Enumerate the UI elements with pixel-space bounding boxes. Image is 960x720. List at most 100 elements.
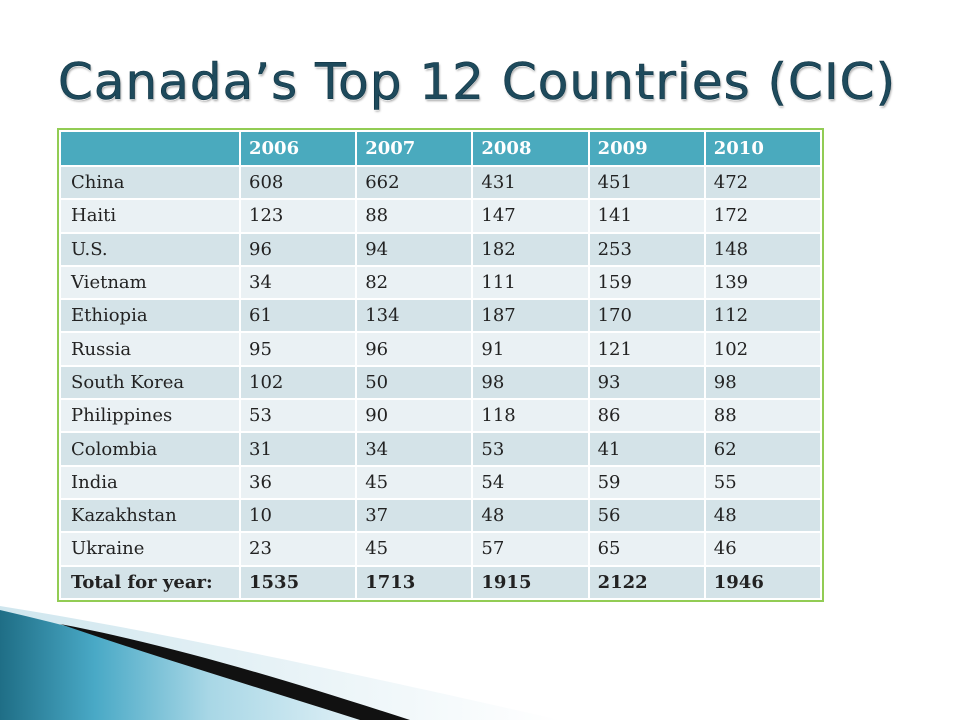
value-cell: 61 xyxy=(238,298,358,334)
country-cell: Haiti xyxy=(59,198,241,234)
value-cell: 41 xyxy=(587,431,706,467)
value-cell: 102 xyxy=(703,331,823,367)
table-row: Kazakhstan 10 37 48 56 48 xyxy=(59,497,823,534)
value-cell: 95 xyxy=(238,331,358,367)
value-cell: 170 xyxy=(587,298,706,334)
slide-title: Canada’s Top 12 Countries (CIC) xyxy=(58,53,897,112)
value-cell: 62 xyxy=(703,431,823,467)
immigration-table: 2006 2007 2008 2009 2010 China 608 662 4… xyxy=(59,130,823,601)
country-cell: Ukraine xyxy=(59,531,241,567)
value-cell: 88 xyxy=(703,398,823,434)
header-year: 2008 xyxy=(471,130,590,167)
value-cell: 253 xyxy=(587,231,706,267)
country-cell: Colombia xyxy=(59,431,241,467)
value-cell: 31 xyxy=(238,431,358,467)
value-cell: 121 xyxy=(587,331,706,367)
table-row: India 36 45 54 59 55 xyxy=(59,464,823,500)
total-value: 1535 xyxy=(238,564,358,601)
value-cell: 91 xyxy=(471,331,590,367)
decorative-swoosh xyxy=(0,606,560,720)
value-cell: 45 xyxy=(355,531,474,567)
table-row: Haiti 123 88 147 141 172 xyxy=(59,198,823,234)
country-cell: Kazakhstan xyxy=(59,497,241,534)
value-cell: 23 xyxy=(238,531,358,567)
value-cell: 172 xyxy=(703,198,823,234)
country-cell: South Korea xyxy=(59,364,241,401)
value-cell: 111 xyxy=(471,264,590,301)
header-corner xyxy=(59,130,241,167)
value-cell: 88 xyxy=(355,198,474,234)
value-cell: 48 xyxy=(703,497,823,534)
value-cell: 139 xyxy=(703,264,823,301)
value-cell: 48 xyxy=(471,497,590,534)
country-cell: Ethiopia xyxy=(59,298,241,334)
value-cell: 34 xyxy=(355,431,474,467)
value-cell: 608 xyxy=(238,164,358,201)
table-row: South Korea 102 50 98 93 98 xyxy=(59,364,823,401)
value-cell: 90 xyxy=(355,398,474,434)
table-row: Ethiopia 61 134 187 170 112 xyxy=(59,298,823,334)
value-cell: 53 xyxy=(238,398,358,434)
value-cell: 54 xyxy=(471,464,590,500)
value-cell: 187 xyxy=(471,298,590,334)
value-cell: 93 xyxy=(587,364,706,401)
table-row: Colombia 31 34 53 41 62 xyxy=(59,431,823,467)
value-cell: 53 xyxy=(471,431,590,467)
total-value: 1915 xyxy=(471,564,590,601)
value-cell: 472 xyxy=(703,164,823,201)
value-cell: 451 xyxy=(587,164,706,201)
value-cell: 123 xyxy=(238,198,358,234)
value-cell: 182 xyxy=(471,231,590,267)
value-cell: 86 xyxy=(587,398,706,434)
country-cell: India xyxy=(59,464,241,500)
value-cell: 98 xyxy=(471,364,590,401)
value-cell: 98 xyxy=(703,364,823,401)
value-cell: 148 xyxy=(703,231,823,267)
value-cell: 134 xyxy=(355,298,474,334)
country-cell: U.S. xyxy=(59,231,241,267)
table-row: U.S. 96 94 182 253 148 xyxy=(59,231,823,267)
value-cell: 118 xyxy=(471,398,590,434)
value-cell: 37 xyxy=(355,497,474,534)
value-cell: 55 xyxy=(703,464,823,500)
total-value: 1713 xyxy=(355,564,474,601)
value-cell: 82 xyxy=(355,264,474,301)
table-row: Philippines 53 90 118 86 88 xyxy=(59,398,823,434)
country-cell: Russia xyxy=(59,331,241,367)
value-cell: 36 xyxy=(238,464,358,500)
value-cell: 57 xyxy=(471,531,590,567)
header-year: 2009 xyxy=(587,130,706,167)
value-cell: 102 xyxy=(238,364,358,401)
total-row: Total for year: 1535 1713 1915 2122 1946 xyxy=(59,564,823,601)
table-row: Vietnam 34 82 111 159 139 xyxy=(59,264,823,301)
country-cell: Philippines xyxy=(59,398,241,434)
swoosh-dark-stripe xyxy=(60,624,410,720)
table-header-row: 2006 2007 2008 2009 2010 xyxy=(59,130,823,167)
total-value: 2122 xyxy=(587,564,706,601)
header-year: 2006 xyxy=(238,130,358,167)
total-label: Total for year: xyxy=(59,564,241,601)
value-cell: 147 xyxy=(471,198,590,234)
value-cell: 96 xyxy=(355,331,474,367)
value-cell: 50 xyxy=(355,364,474,401)
value-cell: 112 xyxy=(703,298,823,334)
value-cell: 94 xyxy=(355,231,474,267)
value-cell: 662 xyxy=(355,164,474,201)
value-cell: 431 xyxy=(471,164,590,201)
immigration-table-frame: 2006 2007 2008 2009 2010 China 608 662 4… xyxy=(57,128,824,602)
value-cell: 141 xyxy=(587,198,706,234)
value-cell: 34 xyxy=(238,264,358,301)
value-cell: 65 xyxy=(587,531,706,567)
table-row: Russia 95 96 91 121 102 xyxy=(59,331,823,367)
value-cell: 45 xyxy=(355,464,474,500)
table-row: Ukraine 23 45 57 65 46 xyxy=(59,531,823,567)
value-cell: 10 xyxy=(238,497,358,534)
total-value: 1946 xyxy=(703,564,823,601)
table-row: China 608 662 431 451 472 xyxy=(59,164,823,201)
country-cell: China xyxy=(59,164,241,201)
value-cell: 59 xyxy=(587,464,706,500)
value-cell: 56 xyxy=(587,497,706,534)
country-cell: Vietnam xyxy=(59,264,241,301)
header-year: 2010 xyxy=(703,130,823,167)
value-cell: 96 xyxy=(238,231,358,267)
